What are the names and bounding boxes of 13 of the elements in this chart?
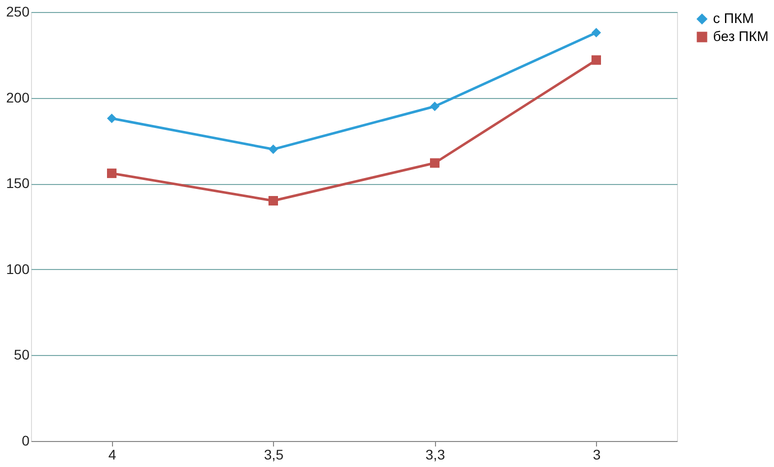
x-tick-label: 4 <box>108 446 116 462</box>
x-tick-label: 3 <box>592 446 601 462</box>
legend-label: с ПКМ <box>713 10 754 26</box>
y-tick-label: 0 <box>22 432 30 448</box>
point <box>268 196 278 206</box>
y-tick-label: 250 <box>6 4 30 20</box>
x-tick-label: 3,3 <box>426 446 446 462</box>
y-tick-label: 100 <box>6 260 30 277</box>
x-tick-label: 3,5 <box>264 446 284 462</box>
y-tick-label: 50 <box>14 346 30 363</box>
y-tick-label: 200 <box>6 89 30 106</box>
y-tick-label: 150 <box>6 175 30 192</box>
legend-label: без ПКМ <box>713 28 769 44</box>
